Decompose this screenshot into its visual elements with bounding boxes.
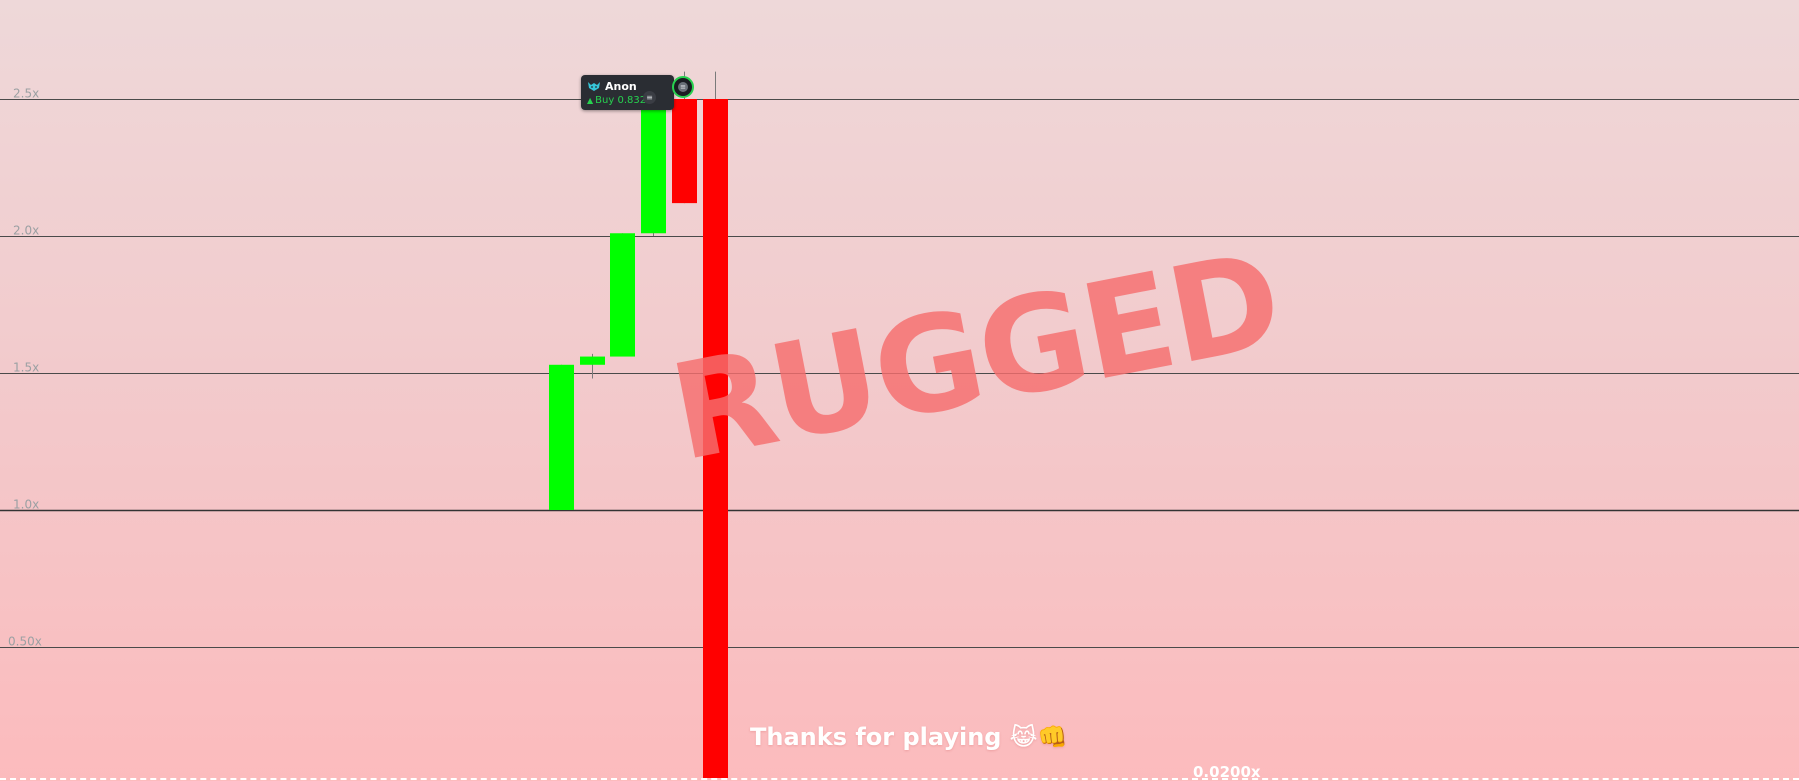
trade-info: ▲ Buy 0.832 [587, 95, 646, 106]
thanks-text: Thanks for playing [750, 723, 1002, 751]
trader-name: Anon [605, 80, 637, 93]
chart-bottom-edge [0, 778, 1799, 780]
menu-icon[interactable]: ≡ [643, 91, 656, 104]
thanks-message: Thanks for playing 😹👊 [750, 723, 1067, 751]
avatar-marker-icon: ≡ [678, 82, 688, 92]
y-tick-label: 2.0x [13, 224, 39, 238]
chart-candles [549, 71, 728, 778]
candle-up [549, 364, 574, 510]
candle-up [641, 99, 666, 234]
emoji-icon: 😹👊 [1009, 723, 1068, 751]
up-arrow-icon: ▲ [587, 96, 594, 105]
trade-action: Buy 0.832 [595, 95, 647, 106]
candle-up [610, 233, 635, 357]
y-tick-label: 1.5x [13, 361, 39, 375]
candle-up [580, 356, 605, 365]
chart-grid: 2.5x 2.0x 1.5x 1.0x 0.50x [0, 87, 1799, 649]
y-tick-label: 0.50x [8, 635, 42, 649]
wolf-icon [588, 82, 600, 91]
player-marker[interactable]: ≡ [672, 76, 694, 98]
final-multiplier: 0.0200x [1193, 763, 1261, 781]
y-tick-label: 1.0x [13, 498, 39, 512]
y-tick-label: 2.5x [13, 87, 39, 101]
candle-down [703, 99, 728, 778]
candle-down [672, 99, 697, 204]
trader-card[interactable]: Anon ▲ Buy 0.832 [581, 75, 674, 110]
